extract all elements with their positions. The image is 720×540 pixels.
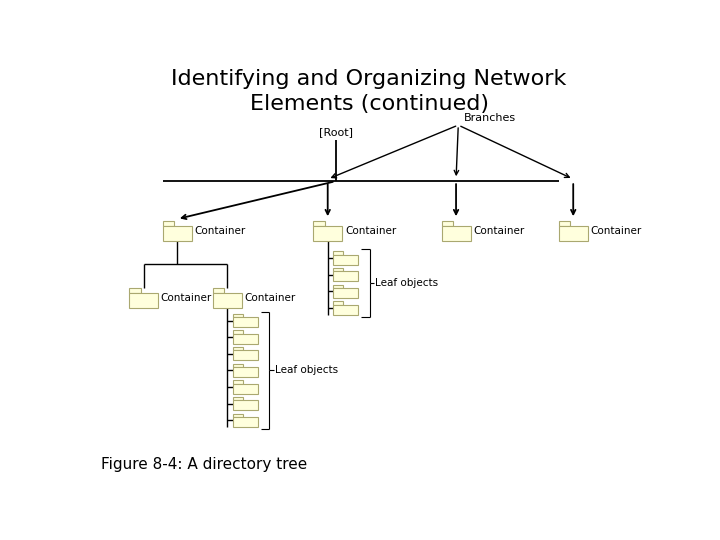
Text: Container: Container <box>473 226 525 236</box>
Polygon shape <box>233 334 258 344</box>
Polygon shape <box>333 252 343 255</box>
Text: Container: Container <box>245 293 296 302</box>
Text: Identifying and Organizing Network
Elements (continued): Identifying and Organizing Network Eleme… <box>171 69 567 114</box>
Text: Container: Container <box>345 226 396 236</box>
Polygon shape <box>163 226 192 241</box>
Polygon shape <box>233 414 243 417</box>
Text: Container: Container <box>590 226 642 236</box>
Polygon shape <box>313 221 325 226</box>
Polygon shape <box>559 221 570 226</box>
Polygon shape <box>441 226 471 241</box>
Polygon shape <box>233 397 243 400</box>
Polygon shape <box>333 272 359 281</box>
Polygon shape <box>233 314 243 317</box>
Polygon shape <box>129 288 140 293</box>
Polygon shape <box>333 305 359 315</box>
Polygon shape <box>333 301 343 305</box>
Polygon shape <box>333 285 343 288</box>
Polygon shape <box>233 380 243 384</box>
Text: Figure 8-4: A directory tree: Figure 8-4: A directory tree <box>101 457 307 472</box>
Polygon shape <box>333 288 359 298</box>
Polygon shape <box>213 288 225 293</box>
Polygon shape <box>129 293 158 308</box>
Polygon shape <box>233 384 258 394</box>
Polygon shape <box>233 330 243 334</box>
Polygon shape <box>333 268 343 272</box>
Text: Branches: Branches <box>464 113 516 123</box>
Polygon shape <box>333 255 359 265</box>
Polygon shape <box>233 417 258 427</box>
Text: Container: Container <box>194 226 246 236</box>
Polygon shape <box>233 364 243 367</box>
Polygon shape <box>163 221 174 226</box>
Polygon shape <box>233 350 258 360</box>
Polygon shape <box>441 221 453 226</box>
Text: [Root]: [Root] <box>318 127 353 138</box>
Text: Leaf objects: Leaf objects <box>275 366 338 375</box>
Text: Leaf objects: Leaf objects <box>375 278 438 288</box>
Polygon shape <box>313 226 342 241</box>
Polygon shape <box>233 367 258 377</box>
Polygon shape <box>213 293 242 308</box>
Text: Container: Container <box>161 293 212 302</box>
Polygon shape <box>233 347 243 350</box>
Polygon shape <box>559 226 588 241</box>
Polygon shape <box>233 400 258 410</box>
Polygon shape <box>233 317 258 327</box>
